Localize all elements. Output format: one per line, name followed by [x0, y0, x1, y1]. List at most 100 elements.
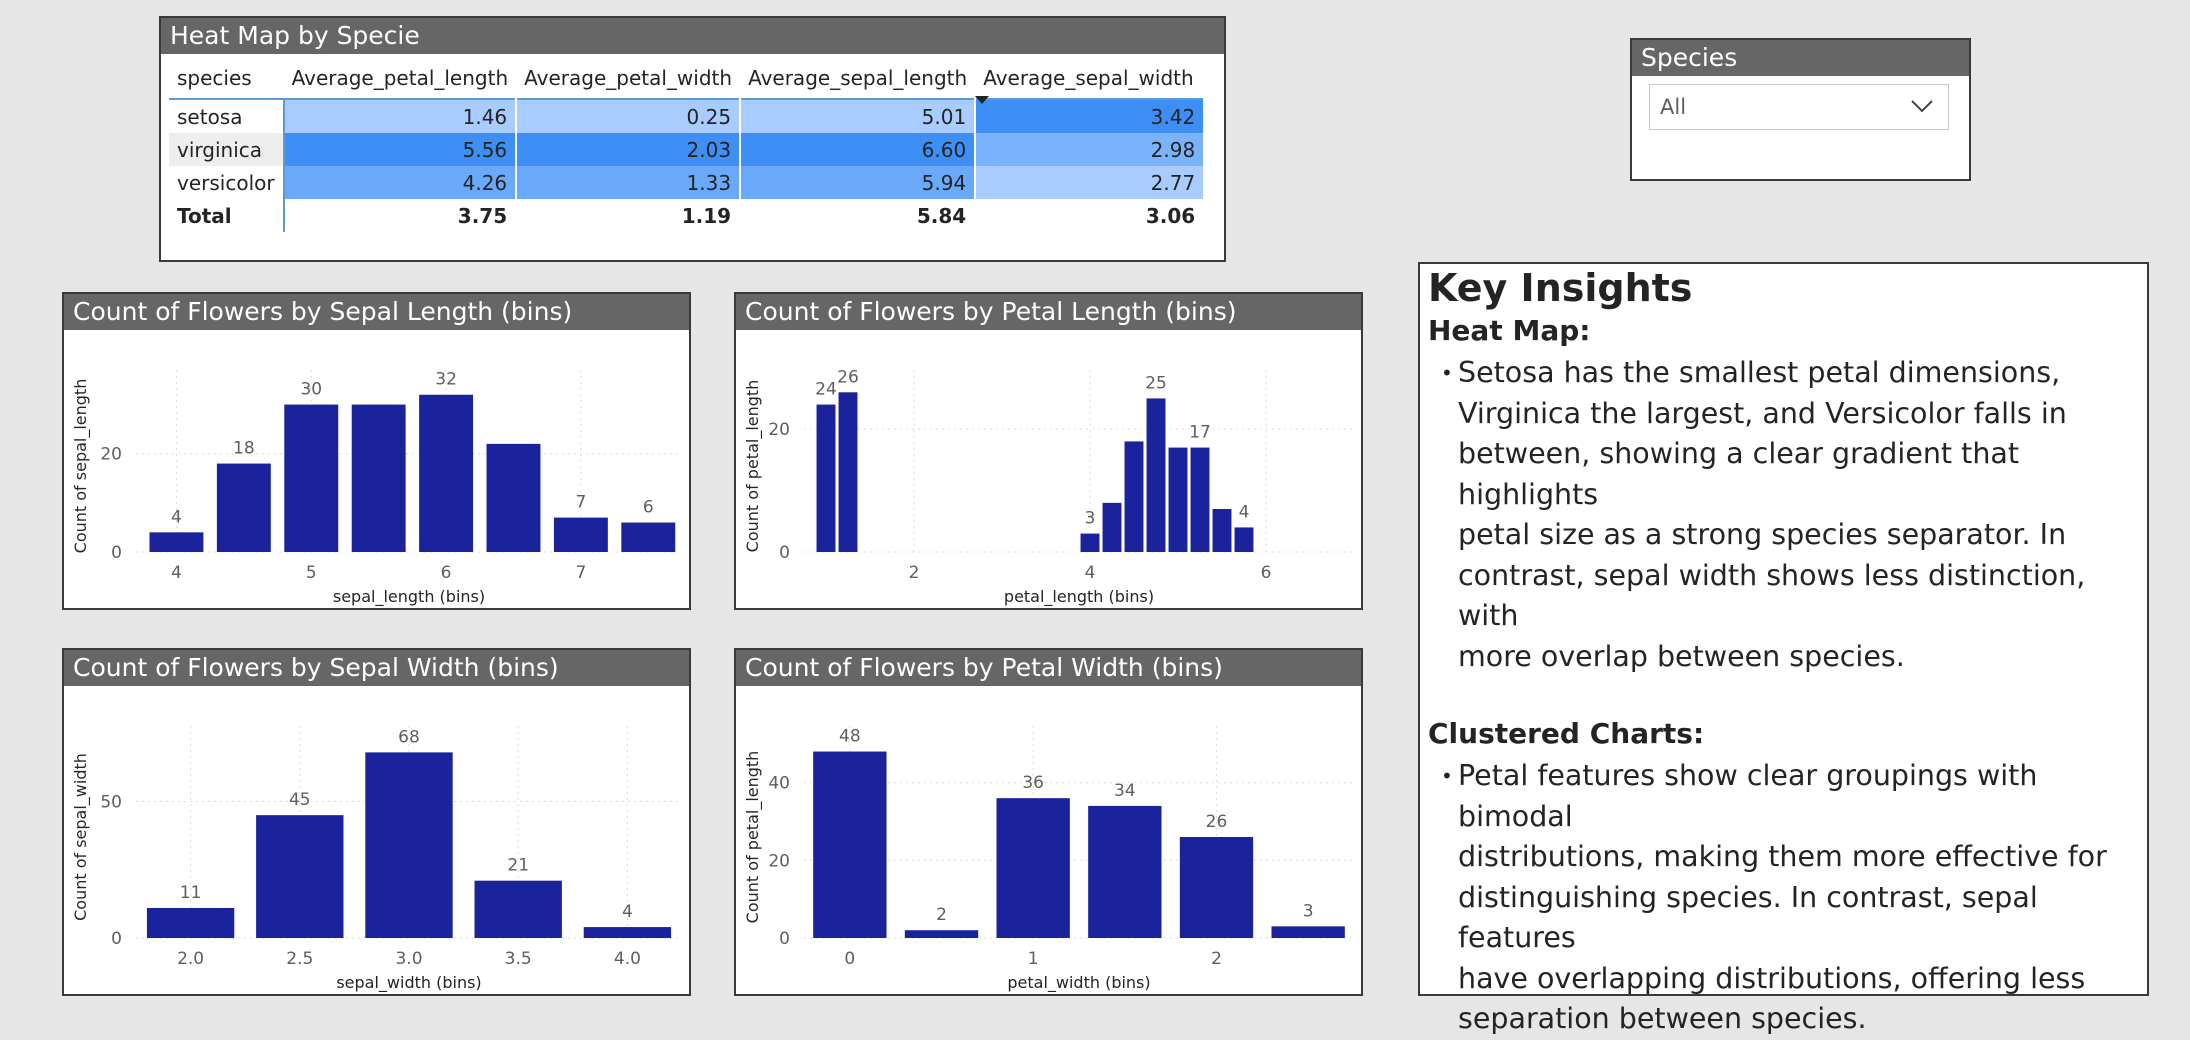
insight-bullet: Setosa has the smallest petal dimensions… [1441, 353, 2139, 677]
value-cell: 2.03 [515, 133, 741, 166]
x-tick-label: 2 [909, 563, 920, 583]
data-label: 4 [171, 507, 182, 527]
bar-chart-plot: 0 20 4 5 6 7 4 18 30 32 7 6 sepal_length (bins) Count… [71, 370, 682, 607]
value-cell: 6.60 [739, 133, 976, 166]
heatmap-body: setosa 1.46 0.25 5.01 3.42 virginica 5.56 2.03 6… [169, 99, 1204, 232]
y-axis-title: Count of petal_length [743, 380, 763, 553]
bar [216, 463, 271, 552]
bar [996, 798, 1070, 938]
column-header-label: Average_sepal_width [983, 66, 1194, 90]
y-tick-label: 40 [768, 774, 790, 794]
data-label: 45 [289, 790, 311, 810]
insight-line: between, showing a clear gradient that h… [1458, 437, 2020, 511]
dropdown-selected-value: All [1660, 95, 1687, 119]
petal-width-chart: Count of Flowers by Petal Width (bins) 0… [734, 648, 1363, 996]
table-row[interactable]: virginica 5.56 2.03 6.60 2.98 [169, 133, 1204, 166]
bar [583, 927, 672, 938]
column-header-species[interactable]: species [177, 66, 252, 90]
bar [1212, 509, 1232, 552]
data-label: 24 [815, 380, 837, 400]
chart-title: Count of Flowers by Petal Width (bins) [736, 650, 1361, 686]
data-label: 36 [1022, 773, 1044, 793]
species-cell: virginica [169, 133, 284, 166]
bar [1271, 926, 1345, 938]
data-label: 2 [936, 905, 947, 925]
species-cell: versicolor [177, 170, 275, 195]
species-dropdown[interactable]: All [1649, 84, 1949, 130]
y-tick-label: 0 [779, 543, 790, 563]
insight-line: distinguishing species. In contrast, sep… [1458, 880, 2038, 955]
data-label: 7 [575, 493, 586, 513]
table-row[interactable]: versicolor 4.26 1.33 5.94 2.77 [169, 166, 1204, 199]
bar [146, 907, 235, 938]
y-axis-title: Count of sepal_length [71, 379, 91, 554]
x-axis-title: sepal_width (bins) [336, 973, 481, 993]
data-label: 26 [837, 367, 859, 387]
bar [1102, 502, 1122, 552]
data-label: 34 [1114, 781, 1136, 801]
species-cell: setosa [177, 104, 243, 129]
column-header-average-petal-length[interactable]: Average_petal_length [291, 66, 509, 90]
chevron-down-icon [1911, 100, 1933, 113]
key-insights-box: Key Insights Heat Map: Setosa has the sm… [1418, 262, 2149, 1035]
bar-chart-plot: 0 50 2.0 2.5 3.0 3.5 4.0 11 45 68 21 4 sepal_width (… [71, 726, 682, 993]
y-axis-title: Count of sepal_width [71, 753, 91, 921]
data-label: 6 [643, 498, 654, 518]
y-tick-label: 50 [100, 793, 122, 813]
table-row[interactable]: setosa 1.46 0.25 5.01 3.42 [169, 99, 1204, 133]
insight-bullet: Petal features show clear groupings with… [1441, 756, 2139, 1040]
species-slicer: Species All [1630, 38, 1971, 181]
bar [365, 752, 453, 938]
bar [1234, 527, 1254, 552]
chart-title: Count of Flowers by Sepal Length (bins) [64, 294, 689, 330]
column-header-average-sepal-length[interactable]: Average_sepal_length [748, 66, 968, 90]
total-value-cell: 3.06 [974, 199, 1204, 232]
insight-line: Virginica the largest, and Versicolor fa… [1458, 396, 2067, 430]
insights-heading-heat-map: Heat Map: [1428, 314, 1591, 347]
x-tick-label: 3.0 [395, 949, 422, 969]
total-label: Total [177, 203, 232, 228]
bar [621, 522, 676, 552]
value-cell: 5.56 [282, 133, 517, 166]
x-tick-label: 4 [1085, 563, 1096, 583]
bar [904, 930, 979, 938]
insight-line: contrast, sepal width shows less distinc… [1458, 558, 2086, 633]
x-tick-label: 1 [1028, 949, 1039, 969]
chart-title: Count of Flowers by Petal Length (bins) [736, 294, 1361, 330]
data-label: 17 [1189, 423, 1211, 443]
y-tick-label: 0 [111, 543, 122, 563]
x-tick-label: 7 [575, 563, 586, 583]
value-cell: 1.33 [515, 166, 741, 199]
column-header-average-sepal-width[interactable]: Average_sepal_width [975, 58, 1203, 104]
y-tick-label: 0 [111, 929, 122, 949]
x-tick-label: 6 [1261, 563, 1272, 583]
x-tick-label: 4.0 [614, 949, 641, 969]
y-tick-label: 20 [768, 420, 790, 440]
value-cell: 5.01 [739, 99, 976, 133]
sepal-length-chart: Count of Flowers by Sepal Length (bins) … [62, 292, 691, 610]
data-label: 48 [839, 727, 861, 747]
value-cell: 3.42 [974, 99, 1204, 133]
x-axis-title: petal_width (bins) [1007, 973, 1150, 993]
bar [813, 751, 887, 938]
x-tick-label: 0 [844, 949, 855, 969]
bar [419, 394, 474, 552]
data-label: 68 [398, 727, 420, 747]
y-tick-label: 0 [779, 929, 790, 949]
bar [284, 404, 339, 552]
x-tick-label: 2.5 [286, 949, 313, 969]
sort-descending-icon[interactable] [975, 96, 990, 104]
x-tick-label: 4 [171, 563, 182, 583]
sepal-width-chart: Count of Flowers by Sepal Width (bins) 0… [62, 648, 691, 996]
data-label: 4 [622, 902, 633, 922]
insights-list-clustered-charts: Petal features show clear groupings with… [1428, 756, 2139, 1040]
data-label: 4 [1239, 502, 1250, 522]
bar [1168, 447, 1188, 552]
column-header-average-petal-width[interactable]: Average_petal_width [524, 66, 733, 90]
value-cell: 2.98 [974, 133, 1204, 166]
insight-line: distributions, making them more effectiv… [1458, 840, 2107, 873]
value-cell: 0.25 [515, 99, 741, 133]
heatmap-table: species Average_petal_length Average_pet… [169, 58, 1204, 232]
x-tick-label: 3.5 [505, 949, 532, 969]
data-label: 21 [507, 856, 529, 876]
